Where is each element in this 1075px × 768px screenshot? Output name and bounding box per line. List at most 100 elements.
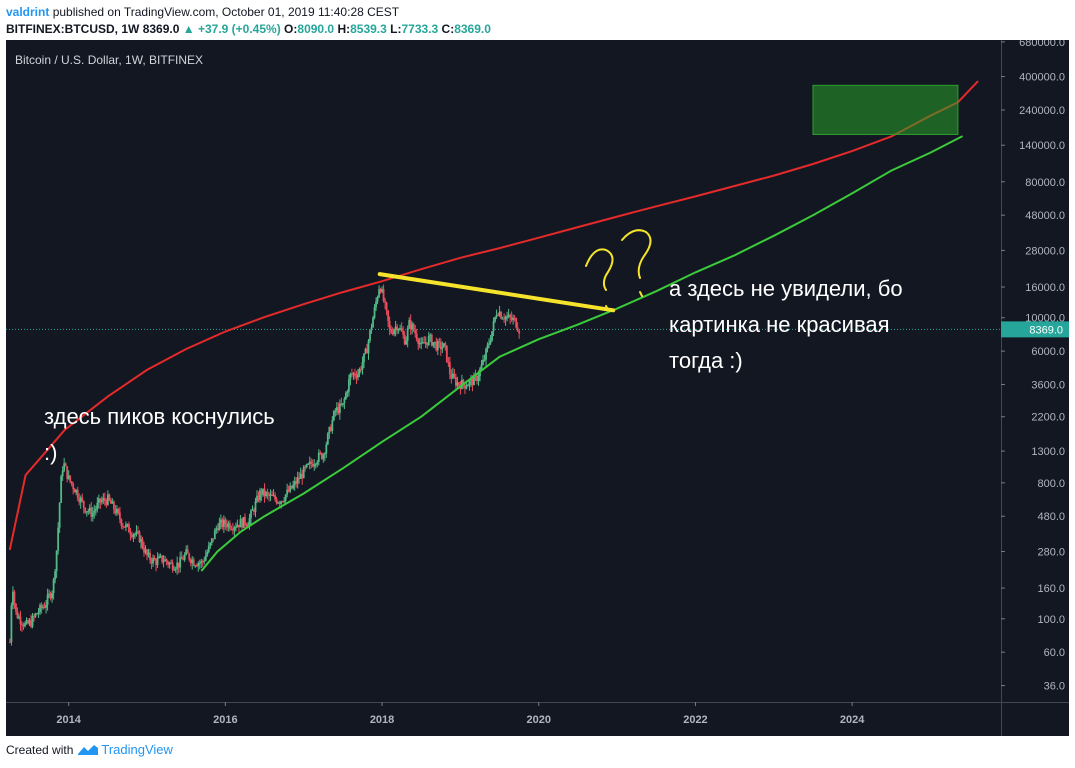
candle-body xyxy=(516,327,519,332)
candle-body xyxy=(509,314,512,318)
candle-body xyxy=(67,475,70,479)
candle-body xyxy=(165,559,168,562)
candle-body xyxy=(61,470,64,477)
candle-body xyxy=(464,384,466,389)
candle-body xyxy=(94,508,97,511)
candle-body xyxy=(245,524,248,526)
candle-body xyxy=(435,341,438,351)
price-change: +37.9 (+0.45%) xyxy=(197,22,281,36)
candle-body xyxy=(343,398,346,404)
candle-body xyxy=(215,528,218,531)
candle-body xyxy=(48,593,50,595)
candle-body xyxy=(427,335,430,345)
candle-body xyxy=(159,555,162,557)
candle-body xyxy=(494,317,496,322)
tradingview-link[interactable]: TradingView xyxy=(101,742,173,757)
candle-body xyxy=(310,461,313,464)
candle-body xyxy=(497,314,499,316)
candle-body xyxy=(152,557,154,564)
candle-body xyxy=(372,317,374,328)
candle-body xyxy=(406,328,409,341)
y-tick-label: 100.0 xyxy=(1037,614,1065,626)
candle-body xyxy=(381,289,383,293)
candle-body xyxy=(488,343,490,345)
candle-body xyxy=(239,519,242,528)
candle-body xyxy=(108,494,111,500)
candle-body xyxy=(424,342,427,344)
candle-body xyxy=(227,523,230,528)
x-tick-label: 2022 xyxy=(683,714,707,726)
y-tick-label: 48000.0 xyxy=(1025,210,1065,222)
candle-body xyxy=(191,559,194,564)
candle-body xyxy=(349,373,352,380)
y-tick-label: 680000.0 xyxy=(1019,40,1065,49)
candle-body xyxy=(375,301,377,308)
candle-body xyxy=(241,519,243,528)
candle-body xyxy=(341,403,344,405)
candle-body xyxy=(263,488,266,496)
candle-body xyxy=(164,559,167,562)
candle-body xyxy=(277,502,280,504)
candle-body xyxy=(482,359,484,365)
candle-body xyxy=(170,562,173,564)
candle-body xyxy=(135,531,138,535)
candle-body xyxy=(52,579,55,593)
candle-body xyxy=(426,342,429,345)
publish-text: published on TradingView.com, October 01… xyxy=(52,5,400,19)
candle-body xyxy=(63,463,66,471)
candle-body xyxy=(313,464,316,467)
author-link[interactable]: valdrint xyxy=(6,5,50,19)
candle-body xyxy=(378,289,380,298)
candle-body xyxy=(361,362,364,370)
candle-body xyxy=(311,463,314,467)
candle-body xyxy=(27,620,29,624)
candle-body xyxy=(500,311,502,319)
candle-body xyxy=(280,501,283,504)
candle-body xyxy=(415,333,418,340)
candle-body xyxy=(498,311,501,316)
candle-body xyxy=(379,289,382,293)
x-tick-label: 2018 xyxy=(370,714,394,726)
annotation-text: :) xyxy=(44,440,57,465)
candle-body xyxy=(186,549,189,554)
annotation-text: а здесь не увидели, бо xyxy=(669,276,903,301)
candle-body xyxy=(111,501,114,504)
candle-body xyxy=(433,341,436,343)
candle-body xyxy=(453,373,456,378)
candle-body xyxy=(351,373,353,375)
y-tick-label: 1300.0 xyxy=(1031,446,1065,458)
candle-body xyxy=(225,524,228,528)
candle-body xyxy=(103,498,106,501)
y-tick-label: 140000.0 xyxy=(1019,140,1065,152)
candle-body xyxy=(448,362,451,375)
candle-body xyxy=(308,461,311,464)
price-chart[interactable]: 680000.0 400000.0 240000.0 140000.0 80000.0 4… xyxy=(6,40,1069,736)
candle-body xyxy=(399,328,402,330)
candle-body xyxy=(114,509,117,514)
candle-body xyxy=(518,331,521,334)
candle-body xyxy=(495,314,498,318)
candle-body xyxy=(105,500,108,505)
peaks-trendline xyxy=(377,272,616,313)
candle-body xyxy=(345,393,347,399)
candle-body xyxy=(39,605,41,613)
y-tick-label: 240000.0 xyxy=(1019,105,1065,117)
candle-body xyxy=(218,522,221,531)
candle-body xyxy=(269,494,272,496)
candle-body xyxy=(213,530,216,540)
candle-body xyxy=(402,331,405,335)
candle-body xyxy=(335,407,338,411)
candle-body xyxy=(376,297,379,302)
candle-body xyxy=(274,495,276,500)
candle-body xyxy=(138,531,141,543)
candle-body xyxy=(447,361,450,363)
candle-body xyxy=(284,494,287,501)
candle-body xyxy=(338,403,341,414)
question-mark-doodle xyxy=(585,248,614,311)
annotation-text: тогда :) xyxy=(669,348,743,373)
candle-body xyxy=(224,519,227,525)
candle-body xyxy=(201,561,204,563)
candle-body xyxy=(326,433,329,445)
candle-body xyxy=(436,341,439,351)
candle-body xyxy=(173,569,176,571)
